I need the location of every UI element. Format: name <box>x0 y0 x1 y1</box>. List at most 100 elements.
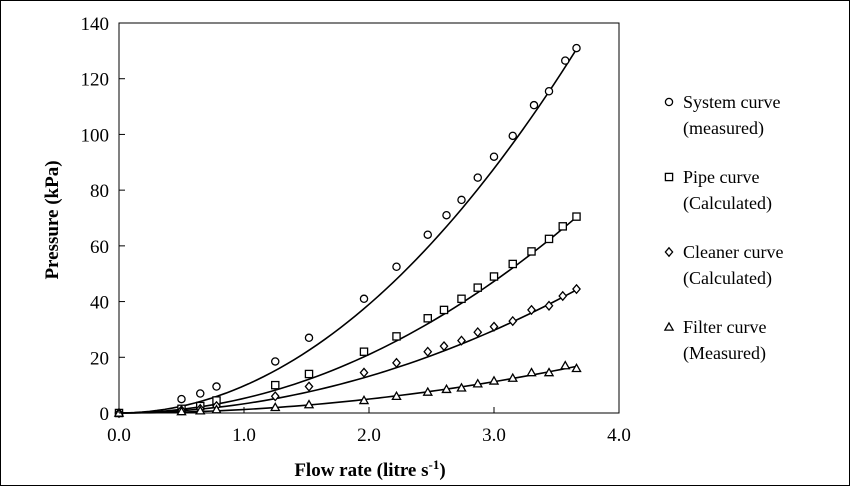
x-axis-label-superscript: -1 <box>429 457 440 472</box>
data-point-circle-marker <box>392 262 401 271</box>
data-point-triangle-marker <box>422 386 433 396</box>
y-tick-label: 80 <box>90 181 109 202</box>
x-tick-label: 2.0 <box>357 425 381 446</box>
fit-curve-line <box>118 216 578 414</box>
data-point-circle-marker <box>508 131 517 141</box>
data-point-diamond-marker <box>457 335 466 346</box>
data-point-circle-marker <box>270 357 280 366</box>
y-tick-label: 120 <box>81 70 110 91</box>
data-point-square-marker <box>508 259 517 269</box>
data-point-circle-marker <box>195 389 205 398</box>
data-point-circle-marker <box>664 97 674 107</box>
data-point-diamond-marker <box>392 357 401 369</box>
data-point-triangle-marker <box>571 363 582 373</box>
x-tick-label: 4.0 <box>607 425 631 446</box>
data-point-square-marker <box>304 369 314 379</box>
data-markers <box>113 43 582 419</box>
y-tick-label: 40 <box>90 293 109 314</box>
data-point-square-marker <box>439 305 449 315</box>
x-axis-label-end: ) <box>439 460 445 481</box>
data-point-triangle-marker <box>472 378 483 388</box>
data-point-circle-marker <box>304 333 314 343</box>
data-point-diamond-marker <box>489 321 499 332</box>
data-point-square-marker <box>473 283 482 292</box>
data-point-triangle-marker <box>176 406 187 416</box>
fit-curves <box>118 48 578 414</box>
data-point-diamond-marker <box>439 340 449 352</box>
data-point-triangle-marker <box>195 405 206 415</box>
data-point-circle-marker <box>359 294 369 304</box>
legend-entry-label: Cleaner curve <box>683 242 783 262</box>
data-point-circle-marker <box>544 87 554 96</box>
y-axis-ticks: 0 20 40 60 80 100 120 140 <box>81 14 125 425</box>
data-point-square-marker <box>544 234 554 244</box>
y-tick-label: 100 <box>81 125 110 146</box>
fit-curve-line <box>118 365 577 414</box>
data-point-circle-marker <box>177 394 186 404</box>
legend-entry-sublabel: (Measured) <box>683 343 766 364</box>
legend-entry-label: Filter curve <box>683 317 766 337</box>
data-point-circle-marker <box>489 152 499 161</box>
data-point-diamond-marker <box>423 346 433 357</box>
data-point-triangle-marker <box>441 383 452 394</box>
data-point-triangle-marker <box>211 404 222 414</box>
data-point-diamond-marker <box>664 246 674 258</box>
data-point-square-marker <box>270 380 280 390</box>
legend: System curve (measured) Pipe curve (Calcula… <box>663 92 783 364</box>
data-point-triangle-marker <box>391 390 402 401</box>
data-point-square-marker <box>457 294 466 304</box>
y-tick-label: 140 <box>81 14 110 35</box>
fit-curve-line <box>118 48 578 414</box>
data-point-triangle-marker <box>358 395 370 405</box>
data-point-circle-marker <box>561 56 570 65</box>
data-point-square-marker <box>572 212 581 221</box>
legend-entry-label: Pipe curve <box>683 167 759 187</box>
data-point-circle-marker <box>457 195 466 205</box>
data-point-circle-marker <box>529 100 539 110</box>
data-point-diamond-marker <box>572 283 581 295</box>
data-point-triangle-marker <box>488 375 500 385</box>
fit-curve-line <box>118 289 577 414</box>
data-point-square-marker <box>558 222 568 231</box>
data-point-diamond-marker <box>359 367 369 378</box>
data-point-triangle-marker <box>663 321 675 331</box>
data-point-diamond-marker <box>527 304 536 316</box>
x-tick-label: 3.0 <box>482 425 506 446</box>
x-axis-label: Flow rate (litre s-1) <box>294 457 445 481</box>
data-point-square-marker <box>359 347 369 356</box>
data-point-diamond-marker <box>473 327 483 338</box>
data-point-diamond-marker <box>508 315 518 327</box>
data-point-circle-marker <box>212 382 221 391</box>
x-axis-label-main: Flow rate (litre s <box>294 460 428 481</box>
data-point-triangle-marker <box>526 367 537 377</box>
data-point-circle-marker <box>442 210 451 220</box>
data-point-diamond-marker <box>304 381 314 392</box>
data-point-diamond-marker <box>270 391 280 402</box>
data-point-triangle-marker <box>507 372 518 382</box>
y-tick-label: 60 <box>90 237 109 258</box>
data-point-triangle-marker <box>543 367 555 377</box>
x-tick-label: 1.0 <box>232 425 256 446</box>
x-axis-ticks: 0.0 1.0 2.0 3.0 4.0 <box>107 407 631 446</box>
data-point-triangle-marker <box>560 360 571 370</box>
data-point-square-marker <box>489 272 499 281</box>
data-point-circle-marker <box>572 43 581 53</box>
legend-entry-sublabel: (Calculated) <box>683 193 772 214</box>
data-point-square-marker <box>423 314 432 323</box>
x-tick-label: 0.0 <box>107 425 131 446</box>
data-point-circle-marker <box>423 230 432 239</box>
data-point-diamond-marker <box>544 300 554 311</box>
legend-entry-sublabel: (Calculated) <box>683 268 772 289</box>
data-point-circle-marker <box>473 173 482 182</box>
data-point-diamond-marker <box>558 290 568 302</box>
data-point-square-marker <box>527 247 536 256</box>
y-axis-label: Pressure (kPa) <box>42 160 63 279</box>
data-point-triangle-marker <box>456 382 467 392</box>
legend-entry-label: System curve <box>683 92 780 112</box>
data-point-triangle-marker <box>303 399 315 409</box>
data-point-triangle-marker <box>270 402 281 412</box>
legend-entry-sublabel: (measured) <box>683 118 764 139</box>
data-point-square-marker <box>392 332 401 341</box>
